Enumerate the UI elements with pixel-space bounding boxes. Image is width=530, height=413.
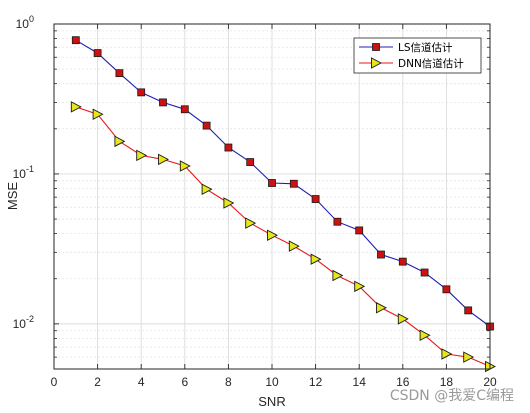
x-tick-label: 4 [138,375,145,389]
data-point [289,179,298,188]
legend-label: DNN信道估计 [398,57,464,70]
data-point [115,69,124,78]
x-axis-title: SNR [258,394,285,409]
data-point [180,105,189,114]
x-tick-label: 18 [440,375,454,389]
data-point [136,149,148,162]
x-tick-label: 0 [51,375,58,389]
series-layer [70,36,496,373]
data-point [310,253,322,265]
data-point [202,121,211,130]
data-point [179,160,191,172]
data-point [93,49,102,57]
data-point [288,240,300,252]
data-point [268,179,276,187]
x-tick-labels: 0 2 4 6 8 10 12 14 16 18 20 [51,375,497,389]
data-point [463,351,475,363]
data-point [420,268,429,277]
x-tick-label: 2 [94,375,101,389]
data-point [397,313,409,325]
y-tick-label: 10-2 [13,314,34,331]
data-point [332,269,344,282]
data-point [441,348,453,360]
x-tick-label: 8 [225,375,232,389]
x-tick-label: 12 [309,375,323,389]
data-point [92,108,104,121]
legend: LS信道估计 DNN信道估计 [353,37,482,74]
series [70,101,496,373]
legend-entry: DNN信道估计 [359,57,464,70]
data-point [224,143,233,152]
x-tick-label: 10 [265,375,279,389]
data-point [311,195,320,203]
data-point [114,135,126,148]
data-point [371,57,382,69]
data-point [245,217,257,229]
y-tick-label: 100 [16,14,34,31]
data-point [159,98,167,107]
data-point [333,217,342,226]
data-point [267,229,278,241]
data-point [158,153,169,166]
data-point [376,302,387,314]
legend-label: LS信道估计 [398,41,453,54]
data-point [137,88,146,97]
y-tick-label: 10-1 [13,164,34,181]
x-tick-label: 6 [181,375,188,389]
legend-entry: LS信道估计 [359,41,453,54]
y-axis-title: MSE [5,182,20,211]
series [71,36,494,331]
data-point [377,250,385,259]
x-tick-label: 14 [353,375,367,389]
data-point [355,226,364,235]
data-point [419,329,431,341]
data-point [354,280,366,293]
x-tick-label: 20 [483,375,497,389]
data-point [442,285,451,294]
watermark: CSDN @我爱C编程 [389,388,514,404]
data-point [464,306,473,315]
ticks [53,23,491,369]
data-point [70,101,82,113]
x-tick-label: 16 [396,375,410,389]
y-tick-labels: 100 10-1 10-2 [13,14,34,331]
data-point [372,43,380,51]
data-point [201,183,213,196]
data-point [71,36,80,45]
data-point [223,197,235,209]
data-point [398,257,407,266]
data-point [246,158,255,166]
